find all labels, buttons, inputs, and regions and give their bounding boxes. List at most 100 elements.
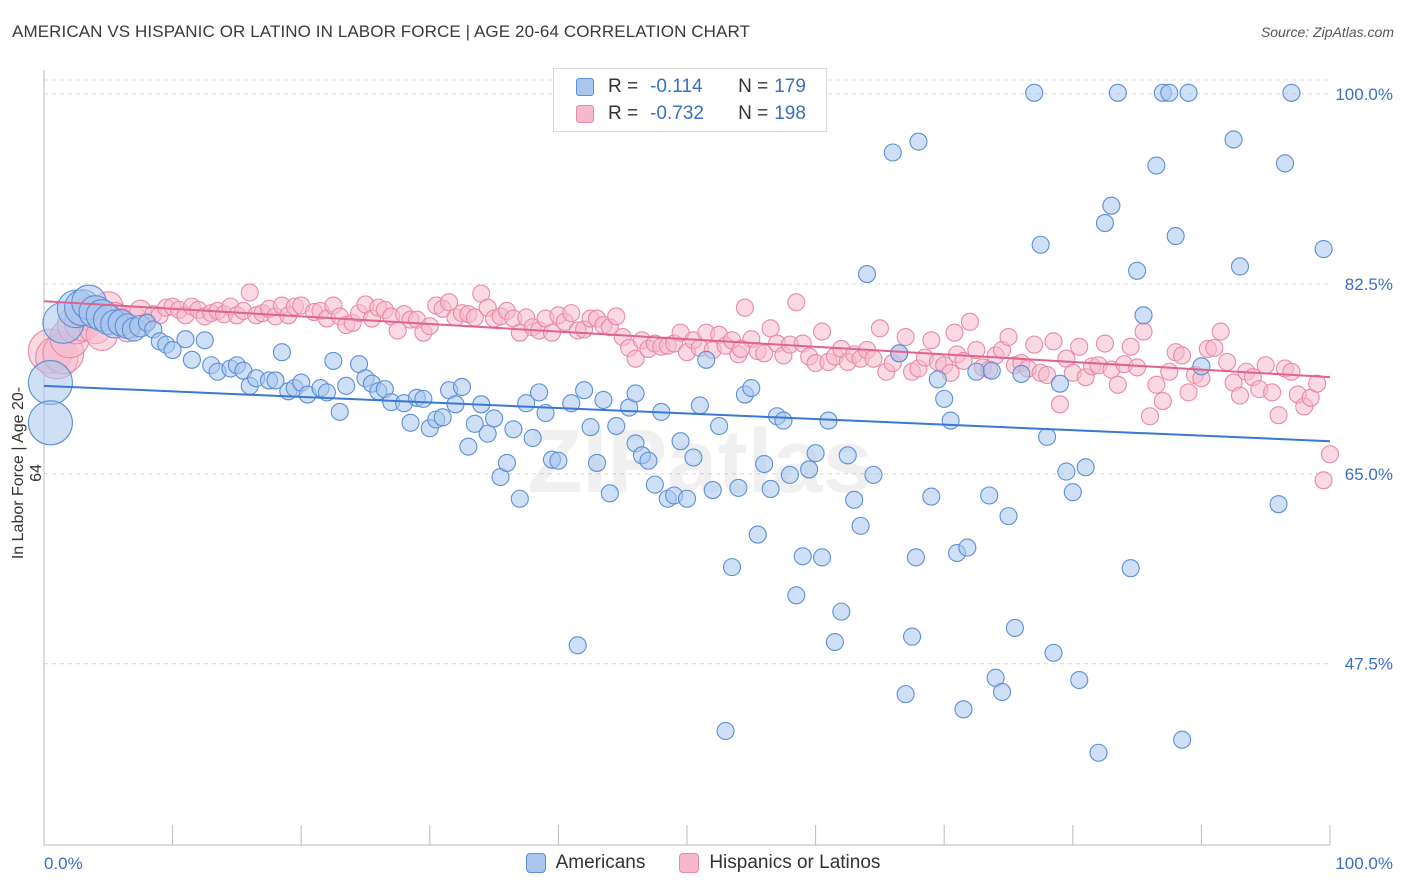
americans-point	[330, 402, 349, 421]
hispanics-point	[1140, 407, 1160, 426]
n-label: N =	[738, 103, 769, 124]
americans-point	[568, 636, 587, 655]
americans-point	[690, 396, 709, 415]
americans-point	[909, 132, 928, 151]
americans-point	[607, 416, 626, 436]
hispanics-point	[1230, 386, 1250, 405]
americans-point	[928, 370, 947, 389]
americans-point	[523, 428, 542, 448]
americans-point	[993, 682, 1012, 702]
americans-point	[317, 383, 336, 402]
americans-point	[1179, 83, 1198, 102]
americans-point	[176, 330, 195, 349]
americans-point	[510, 489, 529, 508]
americans-point	[536, 403, 555, 423]
americans-point	[671, 432, 690, 451]
americans-point	[600, 484, 619, 503]
hispanics-point	[240, 283, 259, 302]
americans-point	[401, 413, 420, 432]
americans-point	[1147, 156, 1166, 175]
americans-point	[163, 340, 182, 360]
americans-point	[1282, 83, 1301, 102]
chart-title: AMERICAN VS HISPANIC OR LATINO IN LABOR …	[12, 22, 751, 41]
americans-point	[1057, 462, 1076, 481]
americans-point	[272, 343, 291, 362]
americans-point	[1089, 743, 1108, 762]
americans-point	[980, 486, 999, 505]
americans-point	[774, 411, 793, 430]
americans-point	[716, 721, 735, 741]
americans-point	[857, 265, 877, 284]
americans-point	[1314, 240, 1333, 259]
americans-point	[1269, 495, 1288, 514]
hispanics-point	[922, 331, 941, 350]
americans-point	[594, 390, 613, 410]
n-value: 179	[774, 76, 806, 97]
americans-point	[1121, 559, 1140, 578]
americans-point	[761, 479, 780, 499]
americans-point	[838, 446, 857, 465]
americans-point	[806, 444, 825, 463]
r-value: -0.114	[650, 76, 703, 97]
americans-point	[883, 143, 902, 162]
hispanics-point	[1211, 322, 1230, 341]
americans-point	[935, 389, 954, 408]
americans-point	[825, 632, 844, 652]
hispanics-point	[440, 293, 459, 312]
americans-point	[703, 481, 722, 500]
americans-point	[1044, 643, 1063, 662]
americans-point	[324, 351, 343, 370]
hispanics-point	[967, 340, 986, 360]
americans-point	[1160, 83, 1179, 102]
r-value: -0.732	[650, 103, 704, 124]
hispanics-point	[1095, 334, 1114, 353]
americans-point	[902, 627, 922, 646]
hispanics-point	[1173, 346, 1192, 365]
stats-legend: R = -0.114 N = 179 R = -0.732 N = 198	[553, 68, 827, 132]
americans-legend-swatch	[525, 853, 546, 873]
hispanics-point	[870, 319, 889, 338]
americans-point	[645, 475, 664, 494]
hispanics-point	[731, 339, 751, 359]
americans-point	[812, 548, 832, 567]
hispanics-point	[1025, 335, 1044, 354]
hispanics-point	[1108, 375, 1127, 394]
trend-lines	[43, 300, 1331, 443]
americans-point	[530, 383, 549, 402]
americans-point	[414, 389, 433, 408]
hispanics-point	[1160, 362, 1179, 381]
hispanics-point	[1179, 383, 1198, 402]
legend-label-americans: Americans	[555, 852, 646, 873]
americans-point	[851, 516, 870, 535]
americans-point	[27, 400, 73, 446]
x-tick-label: 100.0%	[1335, 854, 1393, 873]
americans-point	[793, 547, 812, 566]
americans-point	[1095, 213, 1114, 233]
legend-item-americans[interactable]: Americans	[525, 852, 646, 874]
hispanics-point	[1218, 352, 1237, 372]
americans-point	[710, 416, 729, 436]
americans-point	[478, 424, 497, 443]
americans-point	[1134, 306, 1153, 325]
americans-point	[452, 377, 472, 396]
americans-point	[864, 465, 883, 484]
americans-point	[684, 448, 703, 467]
legend-item-hispanics[interactable]: Hispanics or Latinos	[679, 852, 880, 874]
n-label: N =	[738, 76, 769, 97]
hispanics-point	[1153, 392, 1172, 411]
hispanics-point	[1070, 337, 1089, 356]
americans-point	[1025, 83, 1044, 102]
americans-point	[581, 418, 600, 437]
americans-point	[748, 525, 767, 544]
americans-point	[504, 420, 523, 439]
americans-point	[182, 350, 201, 369]
hispanics-point	[562, 304, 581, 323]
americans-point	[958, 538, 977, 557]
hispanics-point	[735, 298, 754, 317]
americans-point	[999, 507, 1018, 526]
hispanics-swatch	[576, 105, 594, 123]
legend-label-hispanics: Hispanics or Latinos	[709, 852, 881, 873]
americans-point	[1173, 730, 1192, 749]
x-tick-label: 0.0%	[44, 854, 83, 873]
n-value: 198	[774, 103, 806, 124]
